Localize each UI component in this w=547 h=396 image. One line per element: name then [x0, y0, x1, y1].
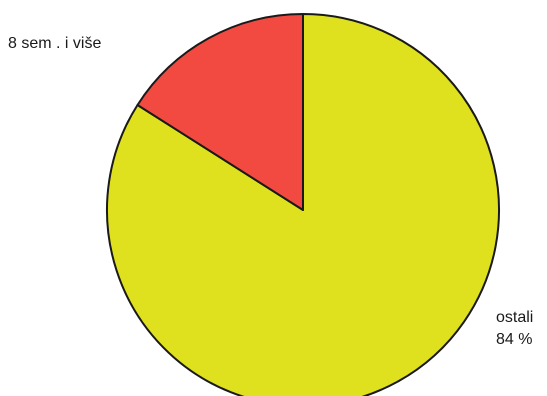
slice-label-ostali: ostali — [496, 309, 534, 326]
slice-value-ostali: 84 % — [496, 331, 533, 348]
pie-slice-0 — [106, 13, 500, 396]
pie-slice-1 — [136, 13, 304, 211]
slice-label-8-sem: 8 sem . i više — [8, 35, 102, 52]
